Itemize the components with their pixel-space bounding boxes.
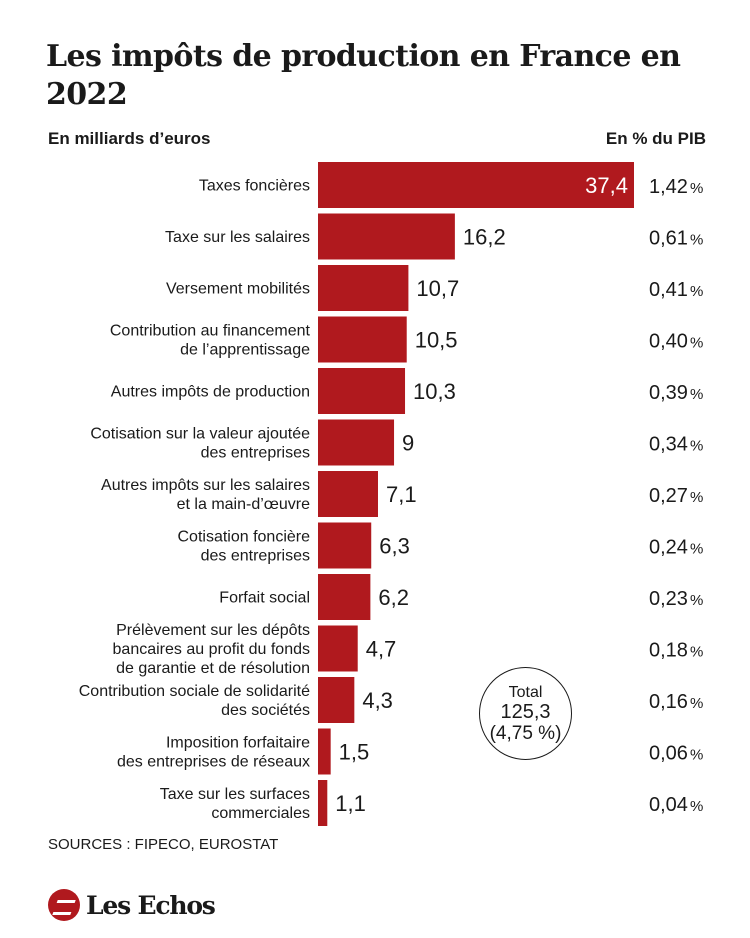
category-label: des entreprises de réseaux bbox=[117, 754, 310, 771]
pct-gdp-label: 0,24% bbox=[649, 537, 703, 559]
value-label: 4,7 bbox=[366, 637, 397, 662]
category-label: des entreprises bbox=[201, 445, 310, 462]
pct-gdp-value: 0,39 bbox=[649, 382, 688, 404]
total-label: Total bbox=[508, 683, 543, 701]
category-label: Versement mobilités bbox=[166, 281, 310, 298]
value-label: 37,4 bbox=[585, 173, 628, 198]
value-label: 10,3 bbox=[413, 379, 456, 404]
value-label: 1,5 bbox=[339, 740, 370, 765]
category-label: Forfait social bbox=[219, 590, 310, 607]
pct-symbol: % bbox=[690, 798, 703, 815]
bar-11 bbox=[318, 677, 355, 723]
pct-gdp-label: 0,06% bbox=[649, 743, 703, 765]
pct-symbol: % bbox=[690, 180, 703, 197]
pct-symbol: % bbox=[690, 541, 703, 558]
pct-gdp-label: 0,39% bbox=[649, 382, 703, 404]
bar-8 bbox=[318, 522, 372, 569]
pct-gdp-value: 0,04 bbox=[649, 794, 688, 816]
pct-gdp-value: 1,42 bbox=[649, 176, 688, 198]
category-label: de garantie et de résolution bbox=[116, 660, 310, 677]
pct-gdp-label: 0,41% bbox=[649, 279, 703, 301]
pct-gdp-value: 0,23 bbox=[649, 588, 688, 610]
logo-text: Les Echos bbox=[86, 890, 216, 920]
bar-13 bbox=[318, 780, 328, 826]
value-label: 10,5 bbox=[415, 328, 458, 353]
category-label: Contribution sociale de solidarité bbox=[79, 683, 310, 700]
pct-symbol: % bbox=[690, 644, 703, 661]
category-label: des entreprises bbox=[201, 548, 310, 565]
bar-5 bbox=[318, 368, 406, 414]
total-value: 125,3 bbox=[500, 700, 551, 723]
bar-1 bbox=[318, 162, 634, 208]
pct-gdp-value: 0,27 bbox=[649, 485, 688, 507]
value-label: 6,2 bbox=[378, 585, 409, 610]
category-label: Taxes foncières bbox=[199, 178, 310, 195]
total-badge: Total 125,3 (4,75 %) bbox=[479, 667, 572, 760]
value-label: 9 bbox=[402, 431, 414, 456]
category-label: Cotisation sur la valeur ajoutée bbox=[90, 426, 310, 443]
value-label: 7,1 bbox=[386, 482, 417, 507]
category-label: Contribution au financement bbox=[110, 323, 311, 340]
bar-chart: Taxes foncières 37,4 1,42 % Taxe sur les sal… bbox=[79, 162, 703, 826]
pct-gdp-value: 0,61 bbox=[649, 228, 688, 250]
pct-gdp-label: 1,42% bbox=[649, 176, 703, 198]
bar-12 bbox=[318, 728, 331, 775]
bar-3 bbox=[318, 265, 409, 311]
category-label: des sociétés bbox=[221, 702, 310, 719]
category-label: Prélèvement sur les dépôts bbox=[116, 622, 310, 639]
pct-gdp-label: 0,34% bbox=[649, 434, 703, 456]
pct-gdp-value: 0,24 bbox=[649, 537, 688, 559]
pct-gdp-value: 0,40 bbox=[649, 331, 688, 353]
value-label: 6,3 bbox=[379, 534, 410, 559]
pct-gdp-label: 0,18% bbox=[649, 640, 703, 662]
bar-2 bbox=[318, 213, 455, 260]
unit-label-pct-gdp: En % du PIB bbox=[605, 129, 706, 148]
category-label: Imposition forfaitaire bbox=[166, 735, 310, 752]
value-label: 16,2 bbox=[463, 225, 506, 250]
category-label: Taxe sur les surfaces bbox=[160, 786, 310, 803]
category-label: Cotisation foncière bbox=[177, 529, 310, 546]
pct-symbol: % bbox=[690, 695, 703, 712]
pct-symbol: % bbox=[690, 747, 703, 764]
pct-gdp-label: 0,27% bbox=[649, 485, 703, 507]
bar-10 bbox=[318, 625, 358, 672]
bar-7 bbox=[318, 471, 378, 517]
category-label: bancaires au profit du fonds bbox=[113, 641, 310, 658]
pct-symbol: % bbox=[690, 283, 703, 300]
pct-gdp-label: 0,61% bbox=[649, 228, 703, 250]
pct-gdp-label: 0,16% bbox=[649, 691, 703, 713]
sources-note: SOURCES : FIPECO, EUROSTAT bbox=[48, 836, 279, 853]
pct-gdp-value: 0,18 bbox=[649, 640, 688, 662]
category-label: et la main-d’œuvre bbox=[177, 496, 310, 513]
category-label: de l’apprentissage bbox=[180, 342, 310, 359]
pct-symbol: % bbox=[690, 232, 703, 249]
pct-symbol: % bbox=[690, 592, 703, 609]
pct-symbol: % bbox=[690, 386, 703, 403]
value-label: 4,3 bbox=[362, 688, 393, 713]
bar-6 bbox=[318, 419, 395, 466]
value-label: 10,7 bbox=[416, 276, 459, 301]
pct-gdp-label: 0,23% bbox=[649, 588, 703, 610]
total-pct: (4,75 %) bbox=[489, 722, 562, 744]
unit-label-billions: En milliards d’euros bbox=[48, 129, 211, 148]
les-echos-emblem-icon bbox=[48, 889, 80, 921]
bar-9 bbox=[318, 574, 371, 620]
pct-gdp-value: 0,16 bbox=[649, 691, 688, 713]
category-label: Autres impôts sur les salaires bbox=[101, 477, 310, 494]
bar-4 bbox=[318, 316, 407, 363]
pct-gdp-value: 0,06 bbox=[649, 743, 688, 765]
category-label: Taxe sur les salaires bbox=[165, 229, 310, 246]
pct-gdp-label: 0,04% bbox=[649, 794, 703, 816]
pct-symbol: % bbox=[690, 335, 703, 352]
value-label: 1,1 bbox=[335, 791, 366, 816]
pct-gdp-label: 0,40% bbox=[649, 331, 703, 353]
category-label: Autres impôts de production bbox=[111, 384, 310, 401]
pct-gdp-value: 0,41 bbox=[649, 279, 688, 301]
pct-symbol: % bbox=[690, 489, 703, 506]
category-label: commerciales bbox=[211, 805, 310, 822]
chart-title: Les impôts de production en France en 20… bbox=[46, 39, 681, 112]
pct-symbol: % bbox=[690, 438, 703, 455]
pct-gdp-value: 0,34 bbox=[649, 434, 688, 456]
les-echos-logo: Les Echos bbox=[48, 889, 216, 921]
